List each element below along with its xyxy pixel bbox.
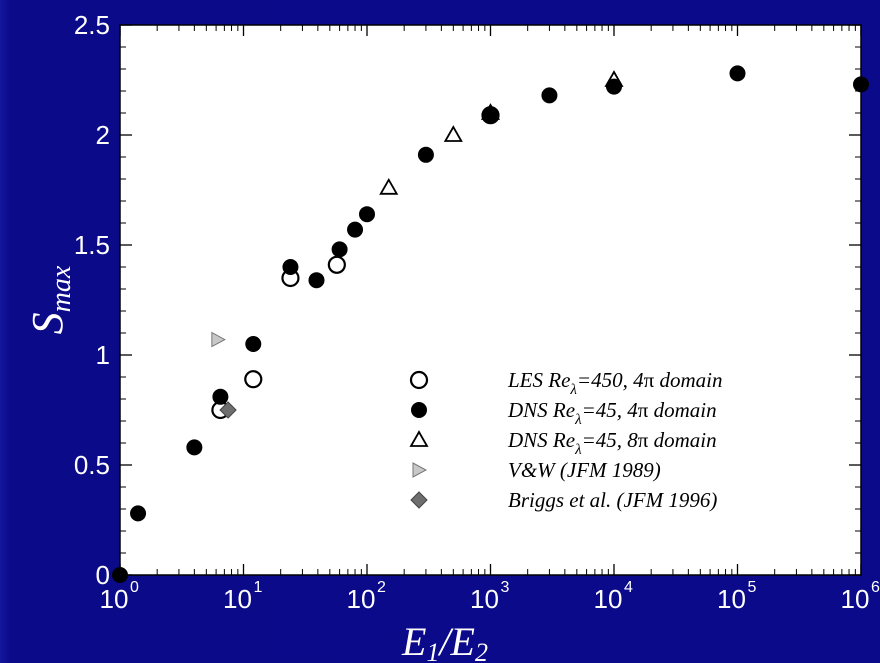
- data-point: [359, 206, 375, 223]
- x-tick-exponent: 0: [130, 579, 139, 596]
- x-tick-exponent: 4: [624, 579, 633, 596]
- legend-marker: [411, 402, 427, 418]
- y-tick-labels: 0 0.5 1 1.5 2 2.5: [74, 10, 110, 590]
- minor-ticks: [120, 25, 861, 575]
- data-point: [853, 76, 869, 93]
- x-tick-exponent: 1: [254, 579, 263, 596]
- legend-entry: LES Reλ=450, 4π domain: [409, 368, 722, 398]
- x-tick-base: 10: [717, 584, 746, 614]
- y-axis-label: Smax: [23, 265, 77, 334]
- legend-marker: [410, 491, 428, 509]
- x-label-main: E: [401, 619, 426, 663]
- legend-entry: V&W (JFM 1989): [412, 458, 661, 482]
- x-tick-label: 10 6: [841, 579, 880, 614]
- data-point: [186, 439, 203, 456]
- x-tick-label: 10 3: [470, 579, 509, 614]
- x-tick-base: 10: [594, 584, 623, 614]
- data-point: [480, 103, 501, 120]
- legend-entry: Briggs et al. (JFM 1996): [410, 488, 717, 512]
- legend-entry: DNS Reλ=45, 8π domain: [409, 428, 717, 458]
- x-tick-base: 10: [223, 584, 252, 614]
- x-tick-base: 10: [470, 584, 499, 614]
- legend-marker: [412, 462, 428, 478]
- y-tick-label: 0: [96, 560, 110, 590]
- x-label-slash: /E: [437, 619, 475, 663]
- legend-label: V&W (JFM 1989): [508, 458, 661, 482]
- data-point: [417, 146, 434, 163]
- x-tick-exponent: 5: [748, 579, 757, 596]
- x-label-sub1: 1: [426, 638, 439, 663]
- legend-label: LES Reλ=450, 4π domain: [507, 368, 722, 398]
- data-point: [219, 401, 237, 419]
- x-tick-exponent: 6: [871, 579, 880, 596]
- x-tick-label: 10 0: [100, 579, 139, 614]
- data-point: [212, 388, 229, 405]
- y-tick-label: 1.5: [74, 230, 110, 260]
- legend-entry: DNS Reλ=45, 4π domain: [411, 398, 717, 428]
- legend-label: Briggs et al. (JFM 1996): [508, 488, 717, 512]
- legend-label: DNS Reλ=45, 8π domain: [507, 428, 717, 458]
- x-tick-base: 10: [347, 584, 376, 614]
- data-point: [443, 125, 463, 142]
- x-axis-label: E1/E2: [401, 619, 488, 663]
- data-point: [244, 370, 263, 389]
- legend-marker: [409, 430, 429, 447]
- x-label-sub2: 2: [475, 638, 488, 663]
- x-tick-base: 10: [100, 584, 129, 614]
- y-tick-label: 2: [96, 120, 110, 150]
- data-point: [308, 272, 325, 289]
- data-point: [112, 567, 128, 583]
- x-tick-labels: 10 0 10 1 10 2 10 3 10 4 10 5 10 6: [100, 579, 880, 614]
- data-point: [729, 65, 746, 82]
- x-tick-exponent: 3: [501, 579, 510, 596]
- data-point: [604, 70, 624, 87]
- y-label-main: S: [23, 312, 72, 334]
- x-tick-label: 10 5: [717, 579, 756, 614]
- y-tick-label: 1: [96, 340, 110, 370]
- legend-marker: [409, 370, 429, 390]
- legend-label: DNS Reλ=45, 4π domain: [507, 398, 717, 428]
- data-point: [331, 241, 348, 258]
- data-point: [130, 505, 147, 522]
- data-point: [347, 221, 364, 238]
- x-tick-label: 10 1: [223, 579, 262, 614]
- x-tick-label: 10 2: [347, 579, 386, 614]
- data-point: [541, 87, 558, 104]
- data-points: [112, 65, 869, 583]
- x-tick-label: 10 4: [594, 579, 633, 614]
- data-point: [282, 259, 299, 275]
- x-tick-exponent: 2: [377, 579, 386, 596]
- y-tick-label: 2.5: [74, 10, 110, 40]
- y-label-sub: max: [46, 265, 77, 312]
- data-point: [245, 336, 262, 352]
- y-tick-label: 0.5: [74, 450, 110, 480]
- data-point: [379, 177, 399, 195]
- data-point: [211, 331, 226, 348]
- x-tick-base: 10: [841, 584, 870, 614]
